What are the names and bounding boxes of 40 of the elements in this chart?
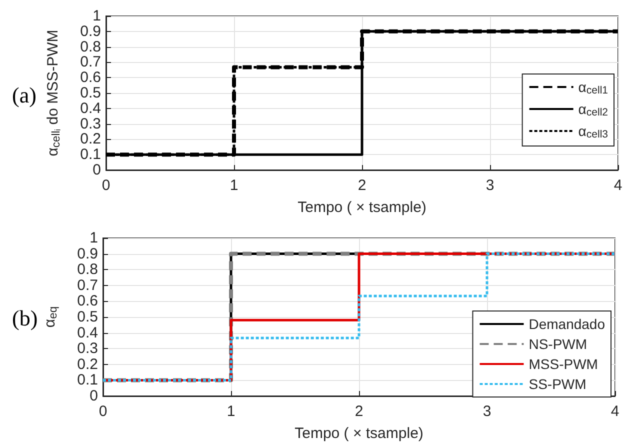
y-tick-label: 0.1 (80, 146, 101, 164)
x-axis-title: Tempo ( × tsample) (294, 425, 424, 442)
x-tick-label: 2 (354, 403, 364, 420)
y-tick-label: 0.4 (80, 100, 101, 117)
legend-label: SS-PWM (528, 376, 586, 392)
y-tick-label: 1 (92, 8, 101, 24)
x-axis-title: Tempo ( × tsample) (298, 199, 426, 216)
y-tick-label: 0.6 (80, 69, 101, 86)
x-tick-label: 4 (610, 403, 620, 420)
y-tick-label: 1 (90, 230, 98, 246)
y-axis-title: αcellᵢ do MSS-PWM (44, 30, 62, 156)
y-tick-label: 0.9 (80, 22, 101, 40)
y-tick-label: 0 (90, 388, 98, 404)
y-tick-label: 0.8 (80, 38, 101, 56)
text: (b) (12, 306, 38, 330)
x-tick-label: 4 (614, 177, 622, 194)
y-tick-label: 0.3 (80, 115, 101, 132)
y-tick-label: 0.2 (77, 356, 98, 373)
legend-label: NS-PWM (528, 336, 588, 352)
y-tick-label: 0.9 (77, 245, 98, 262)
y-tick-label: 0.8 (77, 261, 98, 278)
text: (a) (12, 82, 36, 108)
y-tick-label: 0.7 (77, 276, 98, 294)
y-tick-label: 0 (92, 162, 101, 178)
y-tick-label: 0.7 (80, 54, 101, 71)
x-tick-label: 3 (482, 403, 492, 420)
x-tick-label: 1 (226, 403, 236, 420)
x-tick-label: 2 (358, 177, 366, 194)
y-tick-label: 0.3 (77, 340, 98, 358)
y-tick-label: 0.2 (80, 130, 101, 148)
y-tick-label: 0.6 (77, 292, 98, 310)
y-tick-label: 0.5 (80, 84, 101, 102)
x-tick-label: 1 (230, 177, 238, 194)
y-tick-label: 0.4 (77, 324, 98, 342)
legend-label: Demandado (528, 316, 606, 332)
x-tick-label: 3 (486, 177, 494, 194)
y-tick-label: 0.5 (77, 308, 98, 326)
y-tick-label: 0.1 (77, 372, 98, 389)
y-axis-title: αeq (41, 306, 60, 328)
legend-label: MSS-PWM (528, 356, 598, 372)
